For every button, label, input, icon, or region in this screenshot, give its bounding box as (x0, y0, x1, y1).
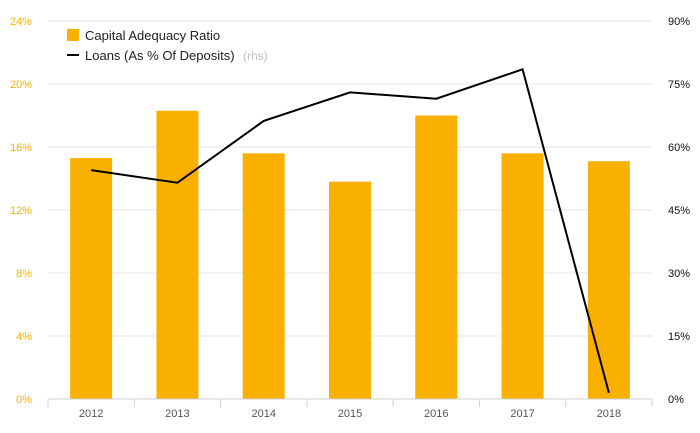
x-tick-label: 2018 (597, 408, 621, 420)
y-right-tick-label: 90% (668, 16, 690, 28)
bar (415, 115, 458, 399)
bar (501, 153, 544, 399)
bar-series (70, 110, 630, 400)
y-left-tick-label: 16% (10, 142, 32, 154)
bar (242, 153, 285, 399)
bar (587, 161, 630, 399)
y-right-tick-label: 60% (668, 142, 690, 154)
bar (329, 181, 371, 399)
x-tick-label: 2014 (251, 408, 275, 420)
legend-label-line-suffix: (rhs) (243, 49, 268, 63)
y-left-tick-label: 24% (10, 16, 32, 28)
legend-label-bar: Capital Adequacy Ratio (85, 28, 220, 43)
line-series (90, 68, 610, 393)
y-right-tick-label: 30% (668, 268, 690, 280)
y-right-tick-label: 15% (668, 331, 690, 343)
y-left-tick-label: 12% (10, 205, 32, 217)
y-right-tick-label: 45% (668, 205, 690, 217)
y-left-tick-label: 4% (16, 331, 32, 343)
axes: 0% 0% 4% 15% 8% 30% 12% 45% 16% 60% 20% 75% 24% 90% 20… (10, 16, 690, 420)
y-left-tick-label: 0% (16, 394, 32, 406)
x-tick-label: 2012 (79, 408, 103, 420)
bar (70, 158, 113, 399)
legend: Capital Adequacy Ratio Loans (As % Of De… (67, 28, 268, 64)
x-tick-label: 2013 (165, 408, 189, 420)
x-tick-label: 2016 (424, 408, 448, 420)
y-left-tick-label: 20% (10, 79, 32, 91)
x-tick-label: 2015 (338, 408, 362, 420)
x-tick-label: 2017 (510, 408, 534, 420)
bar (156, 110, 199, 400)
legend-label-line-name: Loans (As % Of Deposits) (85, 48, 235, 63)
y-left-tick-label: 8% (16, 268, 32, 280)
legend-label-line: Loans (As % Of Deposits) (rhs) (85, 47, 268, 64)
y-right-tick-label: 0% (668, 394, 684, 406)
y-right-tick-label: 75% (668, 79, 690, 91)
legend-swatch-bar (67, 29, 79, 41)
